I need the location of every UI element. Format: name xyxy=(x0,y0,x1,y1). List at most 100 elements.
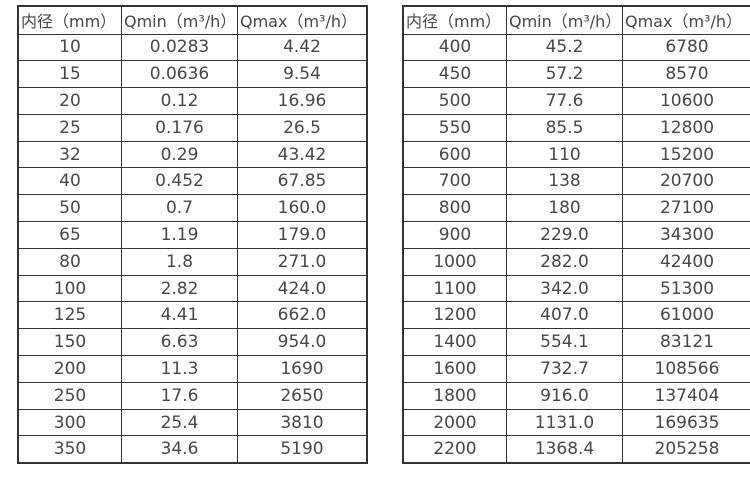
header-diameter: 内径（mm） xyxy=(17,5,122,35)
table-cell: 160.0 xyxy=(237,194,368,223)
table-cell: 27100 xyxy=(622,194,750,223)
table-cell: 0.176 xyxy=(121,113,238,142)
table-cell: 100 xyxy=(17,274,122,303)
table-cell: 32 xyxy=(17,140,122,169)
table-cell: 42400 xyxy=(622,247,750,276)
table-row: 500 77.6 10600 xyxy=(402,87,750,115)
table-cell: 205258 xyxy=(622,435,750,464)
table-cell: 169635 xyxy=(622,408,750,437)
table-row: 350 34.6 5190 xyxy=(17,435,368,464)
table-row: 900 229.0 34300 xyxy=(402,221,750,249)
flow-table-large-diameters: 内径（mm） Qmin（m³/h） Qmax（m³/h） 400 45.2 6780… xyxy=(402,5,750,465)
table-cell: 61000 xyxy=(622,301,750,330)
table-cell: 1800 xyxy=(402,381,507,410)
header-row: 内径（mm） Qmin（m³/h） Qmax（m³/h） xyxy=(17,5,368,35)
header-row: 内径（mm） Qmin（m³/h） Qmax（m³/h） xyxy=(402,5,750,35)
table-cell: 400 xyxy=(402,33,507,62)
header-qmin: Qmin（m³/h） xyxy=(506,5,623,35)
table-row: 20 0.12 16.96 xyxy=(17,87,368,115)
header-qmax: Qmax（m³/h） xyxy=(237,5,368,35)
table-cell: 0.0636 xyxy=(121,60,238,89)
table-row: 15 0.0636 9.54 xyxy=(17,60,368,89)
table-row: 80 1.8 271.0 xyxy=(17,247,368,276)
table-row: 550 85.5 12800 xyxy=(402,113,750,142)
table-row: 1600 732.7 108566 xyxy=(402,355,750,383)
table-cell: 51300 xyxy=(622,274,750,303)
table-cell: 1.19 xyxy=(121,221,238,249)
table-row: 250 17.6 2650 xyxy=(17,381,368,410)
table-cell: 1000 xyxy=(402,247,507,276)
table-cell: 1200 xyxy=(402,301,507,330)
table-row: 32 0.29 43.42 xyxy=(17,140,368,169)
table-row: 10 0.0283 4.42 xyxy=(17,33,368,62)
table-cell: 0.29 xyxy=(121,140,238,169)
table-cell: 1368.4 xyxy=(506,435,623,464)
table-cell: 900 xyxy=(402,221,507,249)
table-cell: 20700 xyxy=(622,167,750,196)
table-cell: 1690 xyxy=(237,355,368,383)
table-cell: 110 xyxy=(506,140,623,169)
table-cell: 662.0 xyxy=(237,301,368,330)
table-cell: 137404 xyxy=(622,381,750,410)
table-row: 150 6.63 954.0 xyxy=(17,328,368,357)
table-row: 450 57.2 8570 xyxy=(402,60,750,89)
table-cell: 1100 xyxy=(402,274,507,303)
table-row: 2000 1131.0 169635 xyxy=(402,408,750,437)
table-cell: 350 xyxy=(17,435,122,464)
table-row: 2200 1368.4 205258 xyxy=(402,435,750,464)
table-body: 10 0.0283 4.42 15 0.0636 9.54 20 0.12 16.96 25 0.1… xyxy=(17,33,368,464)
table-cell: 3810 xyxy=(237,408,368,437)
table-cell: 10 xyxy=(17,33,122,62)
table-cell: 2200 xyxy=(402,435,507,464)
table-cell: 954.0 xyxy=(237,328,368,357)
table-cell: 15200 xyxy=(622,140,750,169)
table-cell: 5190 xyxy=(237,435,368,464)
table-cell: 150 xyxy=(17,328,122,357)
table-cell: 57.2 xyxy=(506,60,623,89)
table-body: 400 45.2 6780 450 57.2 8570 500 77.6 10600 550 85.… xyxy=(402,33,750,464)
table-cell: 9.54 xyxy=(237,60,368,89)
table-cell: 34300 xyxy=(622,221,750,249)
table-row: 50 0.7 160.0 xyxy=(17,194,368,223)
table-cell: 1.8 xyxy=(121,247,238,276)
table-cell: 65 xyxy=(17,221,122,249)
table-cell: 25 xyxy=(17,113,122,142)
table-cell: 342.0 xyxy=(506,274,623,303)
table-cell: 85.5 xyxy=(506,113,623,142)
table-cell: 17.6 xyxy=(121,381,238,410)
table-row: 25 0.176 26.5 xyxy=(17,113,368,142)
table-row: 1200 407.0 61000 xyxy=(402,301,750,330)
table-cell: 77.6 xyxy=(506,87,623,115)
table-cell: 2650 xyxy=(237,381,368,410)
table-cell: 2000 xyxy=(402,408,507,437)
table-cell: 300 xyxy=(17,408,122,437)
table-row: 1100 342.0 51300 xyxy=(402,274,750,303)
table-cell: 0.0283 xyxy=(121,33,238,62)
table-row: 65 1.19 179.0 xyxy=(17,221,368,249)
table-cell: 916.0 xyxy=(506,381,623,410)
table-cell: 271.0 xyxy=(237,247,368,276)
table-row: 100 2.82 424.0 xyxy=(17,274,368,303)
page: 内径（mm） Qmin（m³/h） Qmax（m³/h） 10 0.0283 4.4… xyxy=(17,5,750,465)
table-row: 600 110 15200 xyxy=(402,140,750,169)
table-row: 400 45.2 6780 xyxy=(402,33,750,62)
table-cell: 200 xyxy=(17,355,122,383)
table-cell: 8570 xyxy=(622,60,750,89)
table-cell: 700 xyxy=(402,167,507,196)
table-cell: 45.2 xyxy=(506,33,623,62)
table-cell: 424.0 xyxy=(237,274,368,303)
table-cell: 554.1 xyxy=(506,328,623,357)
table-row: 300 25.4 3810 xyxy=(17,408,368,437)
table-row: 200 11.3 1690 xyxy=(17,355,368,383)
table-row: 125 4.41 662.0 xyxy=(17,301,368,330)
flow-table-small-diameters: 内径（mm） Qmin（m³/h） Qmax（m³/h） 10 0.0283 4.4… xyxy=(17,5,368,465)
table-cell: 50 xyxy=(17,194,122,223)
table-cell: 16.96 xyxy=(237,87,368,115)
table-cell: 125 xyxy=(17,301,122,330)
table-cell: 407.0 xyxy=(506,301,623,330)
header-qmax: Qmax（m³/h） xyxy=(622,5,750,35)
table-cell: 732.7 xyxy=(506,355,623,383)
table-cell: 0.7 xyxy=(121,194,238,223)
table-cell: 83121 xyxy=(622,328,750,357)
table-cell: 180 xyxy=(506,194,623,223)
